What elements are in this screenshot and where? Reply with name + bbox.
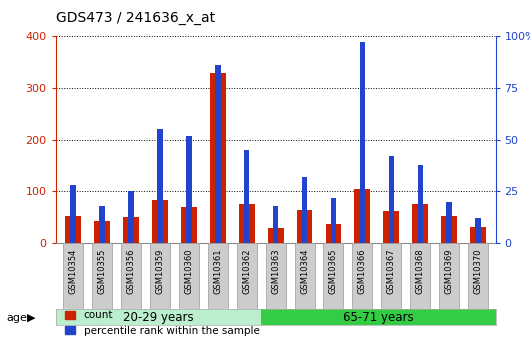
Bar [261, 309, 496, 325]
Text: GDS473 / 241636_x_at: GDS473 / 241636_x_at [56, 11, 215, 26]
Bar [355, 189, 370, 243]
Text: ▶: ▶ [26, 313, 35, 323]
Text: 65-71 years: 65-71 years [343, 310, 413, 324]
Bar [150, 243, 170, 309]
Bar [418, 165, 423, 243]
Bar [331, 198, 336, 243]
Bar [412, 204, 428, 243]
Bar [123, 217, 139, 243]
Bar [297, 209, 313, 243]
Bar [238, 204, 254, 243]
Text: GSM10365: GSM10365 [329, 248, 338, 294]
Bar [410, 243, 430, 309]
Bar [152, 200, 168, 243]
Bar [302, 177, 307, 243]
Bar [383, 211, 399, 243]
Bar [323, 243, 343, 309]
Text: GSM10363: GSM10363 [271, 248, 280, 294]
Bar [121, 243, 141, 309]
Bar [382, 243, 401, 309]
Bar [268, 228, 284, 243]
Text: GSM10366: GSM10366 [358, 248, 367, 294]
Text: GSM10362: GSM10362 [242, 248, 251, 294]
Bar [56, 309, 261, 325]
Bar [439, 243, 459, 309]
Text: GSM10356: GSM10356 [126, 248, 135, 294]
Bar [244, 150, 250, 243]
Bar [475, 218, 481, 243]
Text: GSM10368: GSM10368 [416, 248, 425, 294]
Bar [181, 207, 197, 243]
Text: GSM10359: GSM10359 [155, 248, 164, 294]
Text: GSM10369: GSM10369 [445, 248, 454, 294]
Bar [325, 224, 341, 243]
Bar [208, 243, 228, 309]
Text: GSM10367: GSM10367 [387, 248, 396, 294]
Bar [215, 65, 220, 243]
Bar [273, 206, 278, 243]
Bar [470, 227, 486, 243]
Bar [210, 73, 226, 243]
Bar [92, 243, 112, 309]
Bar [157, 129, 163, 243]
Bar [468, 243, 488, 309]
Bar [179, 243, 199, 309]
Text: GSM10370: GSM10370 [474, 248, 483, 294]
Text: GSM10355: GSM10355 [98, 248, 107, 294]
Text: GSM10360: GSM10360 [184, 248, 193, 294]
Text: 20-29 years: 20-29 years [123, 310, 193, 324]
Bar [70, 185, 76, 243]
Bar [94, 221, 110, 243]
Text: GSM10354: GSM10354 [68, 248, 77, 294]
Bar [65, 216, 81, 243]
Text: age: age [6, 313, 27, 323]
Bar [63, 243, 83, 309]
Bar [266, 243, 286, 309]
Text: GSM10361: GSM10361 [213, 248, 222, 294]
Bar [446, 202, 452, 243]
Legend: count, percentile rank within the sample: count, percentile rank within the sample [61, 306, 264, 340]
Bar [186, 136, 191, 243]
Bar [352, 243, 373, 309]
Text: GSM10364: GSM10364 [300, 248, 309, 294]
Bar [360, 42, 365, 243]
Bar [388, 156, 394, 243]
Bar [128, 191, 134, 243]
Bar [99, 206, 105, 243]
Bar [295, 243, 314, 309]
Bar [237, 243, 257, 309]
Bar [441, 216, 457, 243]
